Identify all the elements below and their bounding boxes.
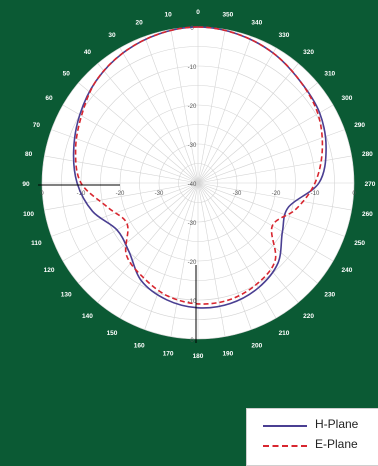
legend: H-Plane E-Plane <box>246 408 378 466</box>
series-lines <box>72 26 327 309</box>
radial-tick-label: -20 <box>116 191 125 197</box>
angle-tick-label: 190 <box>222 350 233 357</box>
angle-tick-label: 20 <box>136 19 144 26</box>
radial-tick-label: 0 <box>190 338 194 344</box>
angle-tick-label: 140 <box>82 313 93 320</box>
angle-tick-labels: 0 10 20 30 40 50 60 70 80 90 100 110 120 130 140 150 160… <box>22 9 375 360</box>
legend-item-h-plane: H-Plane <box>247 417 378 435</box>
grid-spoke <box>197 129 345 184</box>
polar-grid <box>41 26 355 340</box>
grid-spoke <box>51 182 199 237</box>
angle-tick-label: 130 <box>61 292 72 299</box>
angle-tick-label: 90 <box>22 181 30 188</box>
angle-tick-label: 240 <box>342 267 353 274</box>
grid-spoke <box>197 182 318 284</box>
angle-tick-label: 230 <box>324 292 335 299</box>
radial-tick-label: -30 <box>188 221 197 227</box>
grid-spoke <box>197 82 318 184</box>
grid-spoke <box>197 182 277 319</box>
radial-tick-label: -10 <box>188 299 197 305</box>
angle-tick-label: 210 <box>279 330 290 337</box>
grid-spoke <box>197 182 252 330</box>
angle-tick-label: 70 <box>33 122 41 129</box>
angle-tick-label: 80 <box>25 151 33 158</box>
grid-spoke <box>144 182 199 330</box>
grid-spoke <box>197 182 345 237</box>
angle-tick-label: 100 <box>23 211 34 218</box>
radial-tick-label: -20 <box>188 104 197 110</box>
legend-label-h-plane: H-Plane <box>315 417 359 431</box>
angle-tick-label: 250 <box>354 240 365 247</box>
grid-spoke <box>197 63 299 184</box>
angle-tick-label: 280 <box>362 151 373 158</box>
angle-tick-label: 120 <box>44 267 55 274</box>
grid-spoke <box>197 182 299 303</box>
grid-spoke <box>78 182 199 284</box>
radial-tick-label: -20 <box>272 191 281 197</box>
angle-tick-label: 260 <box>362 211 373 218</box>
grid-spoke <box>119 47 199 184</box>
grid-spoke <box>97 63 199 184</box>
grid-spoke <box>197 104 334 184</box>
angle-tick-label: 10 <box>165 12 173 19</box>
grid-spoke <box>197 47 277 184</box>
angle-tick-label: 40 <box>84 49 92 56</box>
radial-tick-label: -30 <box>233 191 242 197</box>
legend-swatch-e-plane <box>263 445 307 447</box>
series-line-h-plane <box>72 26 327 309</box>
radial-tick-label: -10 <box>311 191 320 197</box>
radial-tick-label: -30 <box>188 143 197 149</box>
radial-tick-label: 0 <box>190 26 194 32</box>
angle-tick-label: 0 <box>196 9 200 16</box>
angle-tick-label: 330 <box>279 32 290 39</box>
angle-tick-label: 290 <box>354 122 365 129</box>
angle-tick-label: 160 <box>134 343 145 350</box>
grid-spoke <box>170 182 199 337</box>
radial-tick-labels: 000 0-10-10-10 -10-20-20-20 -20-30-30-30 -30… <box>40 26 356 344</box>
legend-swatch-h-plane <box>263 425 307 427</box>
radial-tick-label: -10 <box>188 65 197 71</box>
grid-spoke <box>170 29 199 184</box>
grid-spoke <box>197 36 252 184</box>
grid-spoke <box>197 182 226 337</box>
angle-tick-label: 350 <box>222 12 233 19</box>
legend-item-e-plane: E-Plane <box>247 437 378 455</box>
angle-tick-label: 220 <box>303 313 314 320</box>
angle-tick-label: 200 <box>251 343 262 350</box>
grid-spoke <box>44 182 199 211</box>
angle-tick-label: 110 <box>31 240 42 247</box>
grid-spoke <box>197 29 226 184</box>
angle-tick-label: 270 <box>365 181 376 188</box>
grid-spoke <box>197 182 352 211</box>
grid-spoke <box>119 182 199 319</box>
angle-tick-label: 60 <box>45 95 53 102</box>
angle-tick-label: 50 <box>63 70 71 77</box>
angle-tick-label: 30 <box>108 32 116 39</box>
angle-tick-label: 340 <box>251 19 262 26</box>
angle-tick-label: 300 <box>342 95 353 102</box>
legend-label-e-plane: E-Plane <box>315 437 358 451</box>
angle-tick-label: 310 <box>324 70 335 77</box>
grid-spoke <box>62 182 199 262</box>
grid-spoke <box>62 104 199 184</box>
grid-spoke <box>97 182 199 303</box>
angle-tick-label: 150 <box>107 330 118 337</box>
series-line-e-plane <box>74 26 324 305</box>
angle-tick-label: 320 <box>303 49 314 56</box>
crosshair <box>38 184 197 343</box>
grid-spoke <box>44 155 199 184</box>
radial-tick-label: -40 <box>188 182 197 188</box>
radial-tick-label: 0 <box>352 191 356 197</box>
radial-tick-label: -20 <box>188 260 197 266</box>
angle-tick-label: 180 <box>193 353 204 360</box>
grid-spoke <box>144 36 199 184</box>
radial-tick-label: -30 <box>155 191 164 197</box>
angle-tick-label: 170 <box>163 350 174 357</box>
radial-tick-label: 0 <box>40 191 44 197</box>
grid-spoke <box>197 182 334 262</box>
grid-spoke <box>78 82 199 184</box>
